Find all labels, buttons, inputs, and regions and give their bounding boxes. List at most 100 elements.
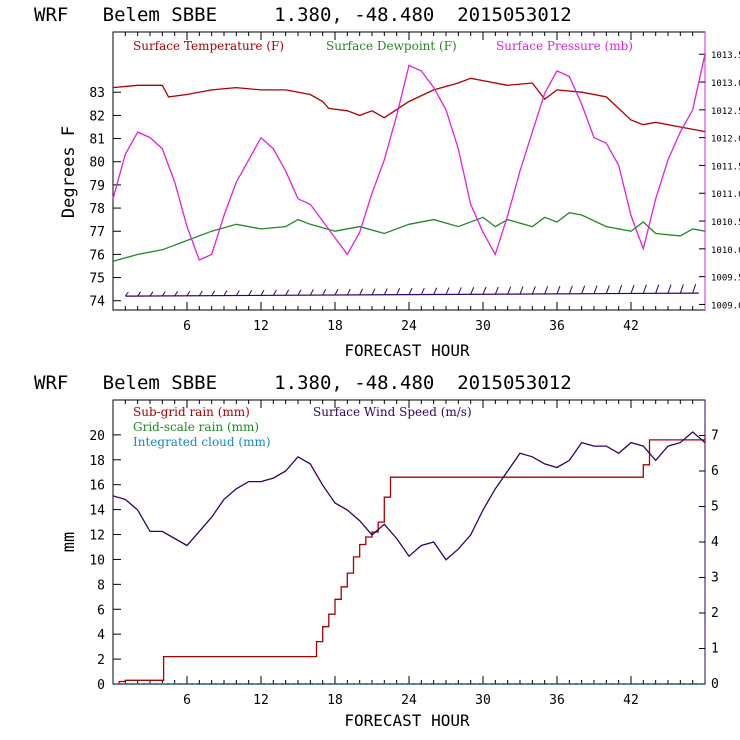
wind-barb xyxy=(137,291,142,297)
y-tick-label: 74 xyxy=(89,295,105,310)
y2-tick-label: 7 xyxy=(711,429,719,444)
wind-barb xyxy=(124,291,129,297)
wind-barb xyxy=(346,288,351,296)
wind-barb xyxy=(174,291,179,297)
wind-barb xyxy=(396,288,401,295)
top-right-ticks: 1009.0 1009.5 1010.0 1010.5 1011.0 1011.5 1012… xyxy=(699,51,740,311)
wind-barb xyxy=(667,284,672,294)
y2-tick-label: 1012.5 xyxy=(711,107,740,117)
wind-barb xyxy=(223,290,228,296)
x-tick-label: 12 xyxy=(253,319,269,334)
y2-tick-label: 1 xyxy=(711,642,719,657)
y2-tick-label: 2 xyxy=(711,606,719,621)
y-tick-label: 12 xyxy=(89,529,105,544)
bottom-chart-title: WRF Belem SBBE 1.380, -48.480 2015053012 xyxy=(34,372,572,394)
y-tick-label: 77 xyxy=(89,225,105,240)
y-tick-label: 78 xyxy=(89,202,105,217)
y2-tick-label: 6 xyxy=(711,464,719,479)
y2-tick-label: 3 xyxy=(711,571,719,586)
surface-wind-speed-line xyxy=(112,431,706,561)
wind-barb xyxy=(494,286,499,295)
y2-tick-label: 0 xyxy=(711,677,719,692)
wind-barb xyxy=(556,285,561,295)
wind-barb xyxy=(482,286,487,295)
y-tick-label: 6 xyxy=(97,603,105,618)
y2-tick-label: 1010.0 xyxy=(711,246,740,256)
wind-barb xyxy=(568,285,573,294)
wind-barb xyxy=(642,284,647,294)
y2-tick-label: 1009.5 xyxy=(711,274,740,284)
wind-barb xyxy=(186,290,191,297)
precipitation-panel: WRF Belem SBBE 1.380, -48.480 2015053012… xyxy=(34,372,719,730)
wind-barb xyxy=(285,289,290,296)
temperature-panel: WRF Belem SBBE 1.380, -48.480 2015053012… xyxy=(34,4,740,360)
y-tick-label: 76 xyxy=(89,248,105,263)
x-tick-label: 6 xyxy=(183,319,191,334)
wind-barb xyxy=(630,284,635,294)
top-x-ticks: 6 12 18 24 30 36 42 xyxy=(124,32,694,334)
y-tick-label: 18 xyxy=(89,454,105,469)
y-tick-label: 83 xyxy=(89,86,105,101)
wind-barb xyxy=(161,291,166,297)
y-tick-label: 10 xyxy=(89,553,105,568)
x-tick-label: 24 xyxy=(401,693,417,708)
wind-barb xyxy=(198,290,203,296)
y2-tick-label: 1009.0 xyxy=(711,301,740,311)
top-chart-title: WRF Belem SBBE 1.380, -48.480 2015053012 xyxy=(34,4,572,26)
wind-barb xyxy=(445,287,450,295)
wind-barb xyxy=(371,288,376,296)
wind-barb xyxy=(679,284,684,294)
wind-barb xyxy=(581,285,586,294)
y-tick-label: 2 xyxy=(97,653,105,668)
wind-barb xyxy=(692,284,697,294)
wind-barb xyxy=(531,286,536,295)
y-tick-label: 16 xyxy=(89,479,105,494)
y-tick-label: 4 xyxy=(97,628,105,643)
surface-dewpoint-line xyxy=(112,212,706,262)
top-series-group xyxy=(112,54,706,262)
wind-barb xyxy=(544,286,549,295)
x-tick-label: 18 xyxy=(327,693,343,708)
legend-surface-wind-speed: Surface Wind Speed (m/s) xyxy=(313,405,472,419)
wind-barb xyxy=(593,285,598,294)
wind-barb xyxy=(211,290,216,296)
y-tick-label: 82 xyxy=(89,109,105,124)
wind-barb xyxy=(322,289,327,296)
top-y-ticks: 74 75 76 77 78 79 80 81 82 83 xyxy=(89,86,121,310)
y-tick-label: 75 xyxy=(89,272,105,287)
wind-barb xyxy=(235,290,240,296)
top-plot-frame xyxy=(112,31,706,311)
x-tick-label: 42 xyxy=(623,319,639,334)
bottom-right-ticks: 0 1 2 3 4 5 6 7 xyxy=(699,429,719,692)
x-tick-label: 36 xyxy=(549,693,565,708)
x-tick-label: 24 xyxy=(401,319,417,334)
y-tick-label: 80 xyxy=(89,156,105,171)
legend-surface-dewpoint: Surface Dewpoint (F) xyxy=(326,39,457,53)
wind-barb xyxy=(359,288,364,296)
x-tick-label: 36 xyxy=(549,319,565,334)
wind-barb xyxy=(457,287,462,295)
x-tick-label: 18 xyxy=(327,319,343,334)
legend-grid-scale-rain: Grid-scale rain (mm) xyxy=(133,420,259,434)
wind-barb xyxy=(334,288,339,296)
surface-pressure-line xyxy=(112,54,706,261)
y-tick-label: 81 xyxy=(89,133,105,148)
y-tick-label: 0 xyxy=(97,678,105,693)
wind-barb xyxy=(149,291,154,297)
y-tick-label: 20 xyxy=(89,429,105,444)
x-tick-label: 30 xyxy=(475,693,491,708)
sub-grid-rain-line xyxy=(113,437,706,685)
y2-tick-label: 5 xyxy=(711,500,719,515)
x-tick-label: 42 xyxy=(623,693,639,708)
x-tick-label: 12 xyxy=(253,693,269,708)
legend-surface-temperature: Surface Temperature (F) xyxy=(133,39,284,53)
y2-tick-label: 1013.0 xyxy=(711,79,740,89)
wind-barb-baseline xyxy=(125,292,699,297)
wind-barb xyxy=(420,287,425,295)
wind-barb xyxy=(309,289,314,296)
top-x-axis-label: FORECAST HOUR xyxy=(344,341,470,360)
y2-tick-label: 1011.0 xyxy=(711,190,740,200)
wind-barb xyxy=(519,286,524,295)
y2-tick-label: 1012.0 xyxy=(711,135,740,145)
wind-barb xyxy=(470,287,475,295)
